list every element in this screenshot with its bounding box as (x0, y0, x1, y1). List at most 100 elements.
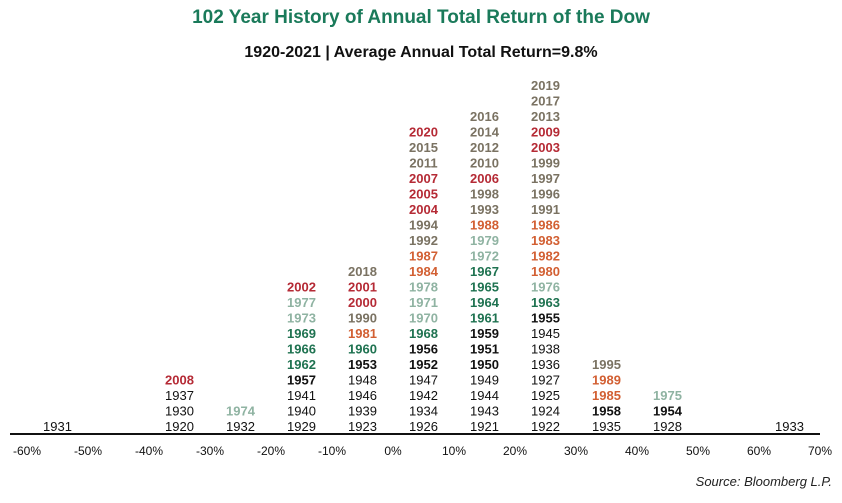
x-axis-ticks: -60% -50% -40% -30% -20% -10% 0% 10% 20% 30% 40% 50… (13, 444, 832, 458)
year-label: 2005 (409, 187, 438, 202)
year-label: 1937 (165, 388, 194, 403)
year-label: 1920 (165, 419, 194, 434)
year-label: 1933 (775, 419, 804, 434)
year-label: 2015 (409, 140, 438, 155)
year-label: 1982 (531, 249, 560, 264)
year-label: 1963 (531, 295, 560, 310)
year-label: 1975 (653, 388, 682, 403)
year-label: 2012 (470, 140, 499, 155)
year-label: 2007 (409, 171, 438, 186)
year-label: 1996 (531, 187, 560, 202)
year-label: 1977 (287, 295, 316, 310)
chart-title: 102 Year History of Annual Total Return … (192, 7, 650, 28)
x-tick-label: -20% (257, 444, 285, 458)
year-label: 1992 (409, 233, 438, 248)
year-label: 1989 (592, 373, 621, 388)
year-label: 1991 (531, 202, 560, 217)
year-label: 1983 (531, 233, 560, 248)
x-tick-label: 10% (442, 444, 466, 458)
year-label: 2017 (531, 94, 560, 109)
year-label: 1947 (409, 373, 438, 388)
x-tick-label: 70% (808, 444, 832, 458)
year-label: 1973 (287, 311, 316, 326)
x-tick-label: 20% (503, 444, 527, 458)
year-label: 1924 (531, 404, 560, 419)
year-label: 1953 (348, 357, 377, 372)
year-label: 1987 (409, 249, 438, 264)
year-label: 1980 (531, 264, 560, 279)
x-tick-label: 60% (747, 444, 771, 458)
year-label: 1945 (531, 326, 560, 341)
year-label: 1929 (287, 419, 316, 434)
year-label: 1932 (226, 419, 255, 434)
year-label: 1985 (592, 388, 621, 403)
x-tick-label: -40% (135, 444, 163, 458)
year-label: 2001 (348, 280, 377, 295)
year-label: 2018 (348, 264, 377, 279)
x-tick-label: -60% (13, 444, 41, 458)
year-label: 2020 (409, 125, 438, 140)
year-label: 2016 (470, 109, 499, 124)
year-label: 1999 (531, 156, 560, 171)
x-tick-label: 0% (384, 444, 402, 458)
year-label: 1990 (348, 311, 377, 326)
year-label: 1978 (409, 280, 438, 295)
year-label: 1934 (409, 404, 438, 419)
x-tick-label: -10% (318, 444, 346, 458)
x-tick-label: 40% (625, 444, 649, 458)
year-label: 1958 (592, 404, 621, 419)
year-label: 1964 (470, 295, 500, 310)
year-label: 1949 (470, 373, 499, 388)
year-label: 2003 (531, 140, 560, 155)
year-label: 2013 (531, 109, 560, 124)
year-label: 2004 (409, 202, 439, 217)
year-label: 1938 (531, 342, 560, 357)
year-label: 1922 (531, 419, 560, 434)
year-label: 1998 (470, 187, 499, 202)
year-label: 1926 (409, 419, 438, 434)
year-label: 1960 (348, 342, 377, 357)
year-label: 1974 (226, 404, 256, 419)
year-label: 1923 (348, 419, 377, 434)
x-tick-label: -30% (196, 444, 224, 458)
year-label: 1941 (287, 388, 316, 403)
year-label: 1936 (531, 357, 560, 372)
year-label: 1944 (470, 388, 499, 403)
year-label: 1962 (287, 357, 316, 372)
year-label: 1981 (348, 326, 377, 341)
year-label: 2000 (348, 295, 377, 310)
year-label: 1940 (287, 404, 316, 419)
year-label: 1925 (531, 388, 560, 403)
chart-subtitle: 1920-2021 | Average Annual Total Return=… (244, 44, 598, 61)
year-label: 1951 (470, 342, 499, 357)
year-label: 1939 (348, 404, 377, 419)
year-label: 1969 (287, 326, 316, 341)
year-label: 1956 (409, 342, 438, 357)
year-label: 1957 (287, 373, 316, 388)
year-label: 1927 (531, 373, 560, 388)
year-label: 1986 (531, 218, 560, 233)
x-tick-label: 30% (564, 444, 588, 458)
year-label: 2014 (470, 125, 500, 140)
year-label: 1968 (409, 326, 438, 341)
year-label: 1961 (470, 311, 499, 326)
year-label: 2010 (470, 156, 499, 171)
year-label: 1965 (470, 280, 499, 295)
x-tick-label: -50% (74, 444, 102, 458)
year-label: 1921 (470, 419, 499, 434)
year-label: 1950 (470, 357, 499, 372)
year-label: 1984 (409, 264, 439, 279)
year-label: 2019 (531, 78, 560, 93)
year-label: 1976 (531, 280, 560, 295)
year-label: 1943 (470, 404, 499, 419)
year-label: 2008 (165, 373, 194, 388)
year-label: 1954 (653, 404, 683, 419)
year-label: 1952 (409, 357, 438, 372)
year-label: 2006 (470, 171, 499, 186)
year-label: 1994 (409, 218, 439, 233)
source-note: Source: Bloomberg L.P. (695, 474, 832, 489)
year-label: 1995 (592, 357, 621, 372)
year-label: 1928 (653, 419, 682, 434)
year-label: 1930 (165, 404, 194, 419)
